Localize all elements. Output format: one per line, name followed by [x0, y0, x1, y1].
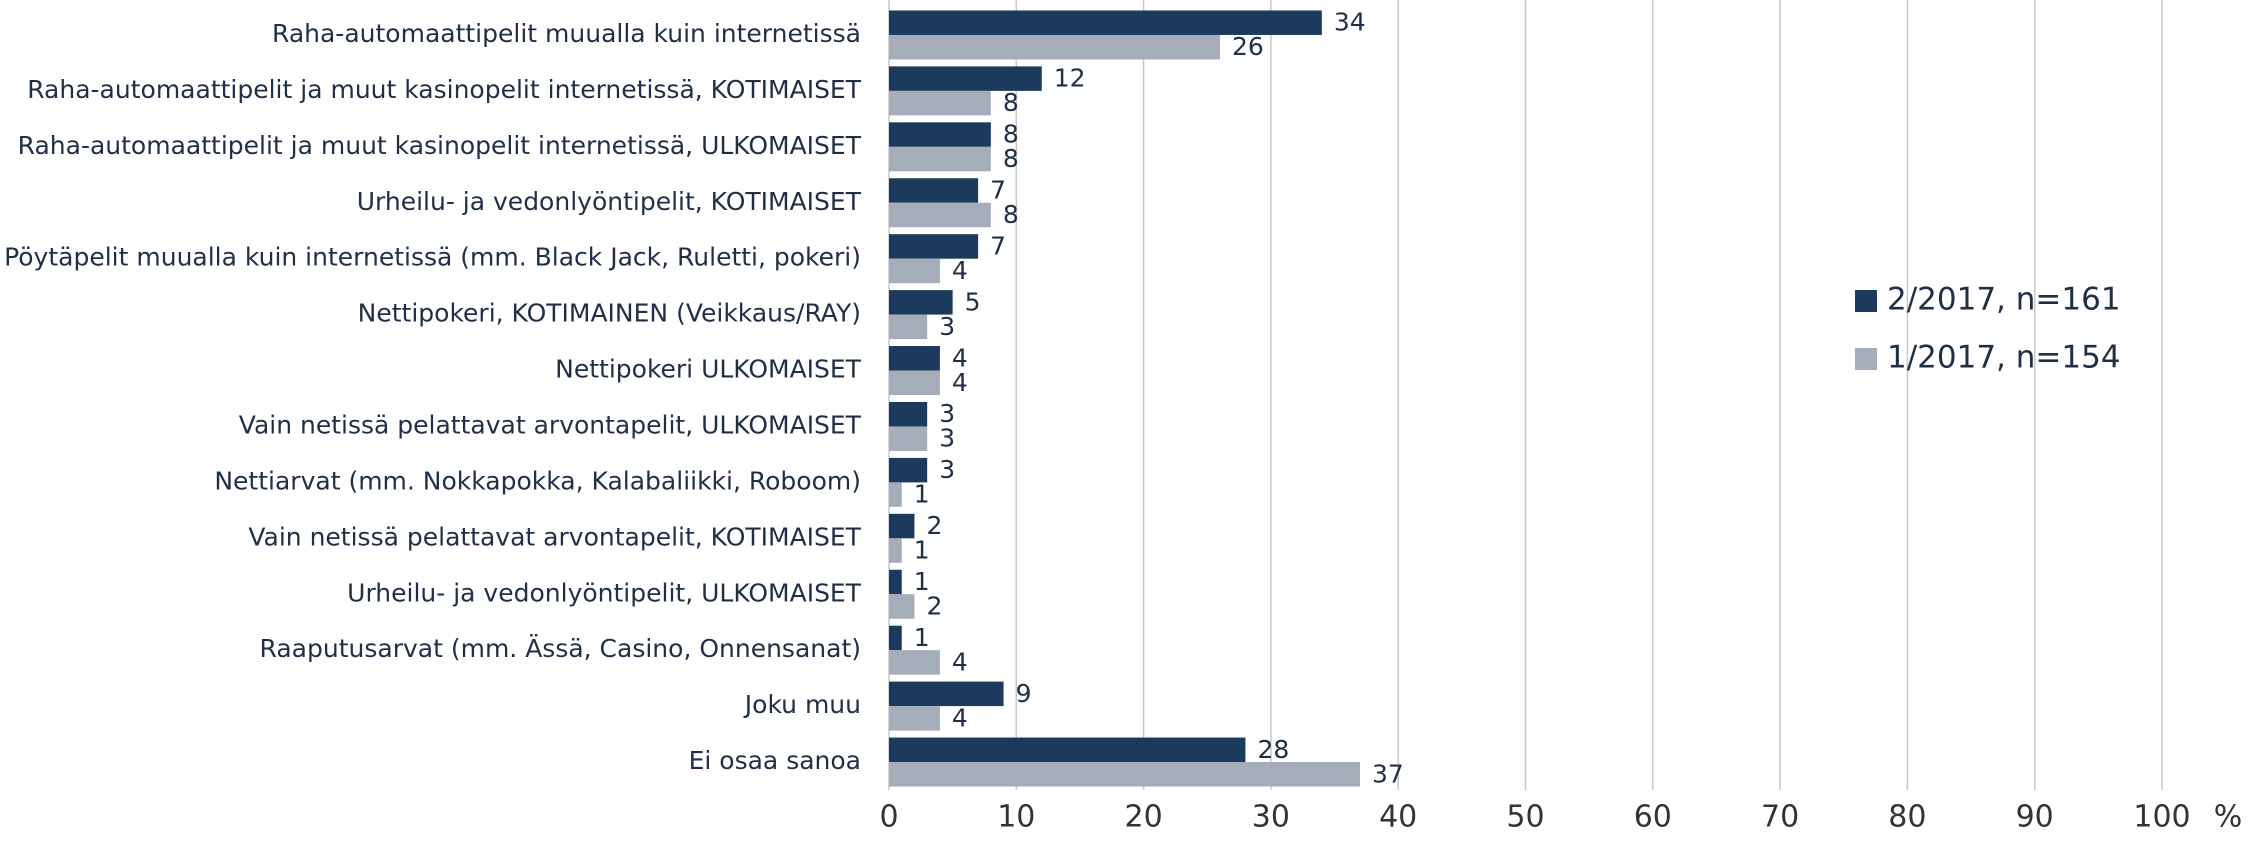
x-tick-label: 20: [1125, 800, 1163, 835]
bar: [889, 706, 940, 731]
bar: [889, 681, 1004, 707]
value-label: 7: [990, 231, 1006, 260]
value-label: 8: [1003, 120, 1019, 149]
category-label: Raha-automaattipelit ja muut kasinopelit…: [18, 131, 862, 160]
legend-label: 2/2017, n=161: [1887, 282, 2121, 318]
value-label: 4: [952, 368, 968, 397]
value-label: 8: [1003, 88, 1019, 117]
bar: [889, 122, 991, 147]
bar: [889, 482, 902, 507]
value-label: 34: [1334, 8, 1366, 37]
category-label: Raha-automaattipelit muualla kuin intern…: [272, 19, 861, 48]
bar: [889, 90, 991, 116]
category-label: Urheilu- ja vedonlyöntipelit, ULKOMAISET: [347, 578, 862, 607]
value-label: 2: [926, 592, 942, 621]
bar: [889, 457, 928, 483]
value-label: 4: [952, 343, 968, 372]
category-label: Nettiarvat (mm. Nokkapokka, Kalabaliikki…: [214, 466, 861, 495]
value-label: 8: [1003, 144, 1019, 173]
x-tick-label: 90: [2016, 800, 2054, 835]
x-tick-label: 60: [1634, 800, 1672, 835]
category-label: Vain netissä pelattavat arvontapelit, KO…: [248, 522, 861, 551]
bar: [889, 737, 1246, 763]
x-tick-label: 50: [1506, 800, 1544, 835]
bar: [889, 258, 940, 284]
category-label: Vain netissä pelattavat arvontapelit, UL…: [239, 410, 862, 439]
x-tick-label: 40: [1379, 800, 1417, 835]
bar: [889, 146, 991, 172]
category-label: Urheilu- ja vedonlyöntipelit, KOTIMAISET: [357, 187, 862, 216]
bar: [889, 10, 1322, 35]
bar: [889, 178, 979, 203]
x-tick-label: 70: [1761, 800, 1799, 835]
bar: [889, 34, 1220, 60]
bar: [889, 762, 1361, 787]
bar: [889, 538, 902, 563]
value-label: 4: [952, 256, 968, 285]
value-label: 3: [939, 455, 955, 484]
value-label: 3: [939, 312, 955, 341]
bar: [889, 650, 940, 675]
value-label: 28: [1257, 735, 1289, 764]
bar: [889, 594, 915, 619]
category-label: Raaputusarvat (mm. Ässä, Casino, Onnensa…: [260, 634, 861, 663]
category-label: Joku muu: [743, 690, 861, 719]
value-label: 37: [1372, 759, 1404, 788]
bar: [889, 370, 940, 396]
value-label: 8: [1003, 200, 1019, 229]
value-label: 3: [939, 424, 955, 453]
bar: [889, 314, 928, 340]
bar: [889, 346, 940, 371]
bar: [889, 401, 928, 427]
bar: [889, 66, 1042, 91]
legend-swatch: [1855, 348, 1877, 370]
value-label: 4: [952, 703, 968, 732]
category-label: Nettipokeri, KOTIMAINEN (Veikkaus/RAY): [358, 299, 861, 328]
x-tick-label: 100: [2133, 800, 2190, 835]
bar: [889, 202, 991, 228]
x-axis-label: %: [2214, 800, 2243, 835]
legend-swatch: [1855, 290, 1877, 312]
bar: [889, 234, 979, 259]
value-label: 1: [914, 567, 930, 596]
x-tick-label: 0: [879, 800, 898, 835]
bar: [889, 625, 902, 651]
value-label: 3: [939, 399, 955, 428]
category-label: Raha-automaattipelit ja muut kasinopelit…: [27, 75, 861, 104]
value-label: 4: [952, 647, 968, 676]
x-tick-label: 10: [997, 800, 1035, 835]
legend-label: 1/2017, n=154: [1887, 340, 2121, 376]
category-label: Pöytäpelit muualla kuin internetissä (mm…: [4, 243, 861, 272]
value-label: 9: [1016, 679, 1032, 708]
category-label: Nettipokeri ULKOMAISET: [555, 355, 862, 384]
bar: [889, 426, 928, 451]
category-label: Ei osaa sanoa: [689, 746, 861, 775]
bar: [889, 513, 915, 539]
value-label: 12: [1054, 64, 1086, 93]
value-label: 2: [926, 511, 942, 540]
bar: [889, 569, 902, 595]
bar: [889, 290, 953, 315]
x-tick-label: 30: [1252, 800, 1290, 835]
x-tick-label: 80: [1888, 800, 1926, 835]
value-label: 5: [965, 287, 981, 316]
value-label: 1: [914, 536, 930, 565]
value-label: 26: [1232, 32, 1264, 61]
value-label: 1: [914, 623, 930, 652]
value-label: 1: [914, 480, 930, 509]
value-label: 7: [990, 176, 1006, 205]
